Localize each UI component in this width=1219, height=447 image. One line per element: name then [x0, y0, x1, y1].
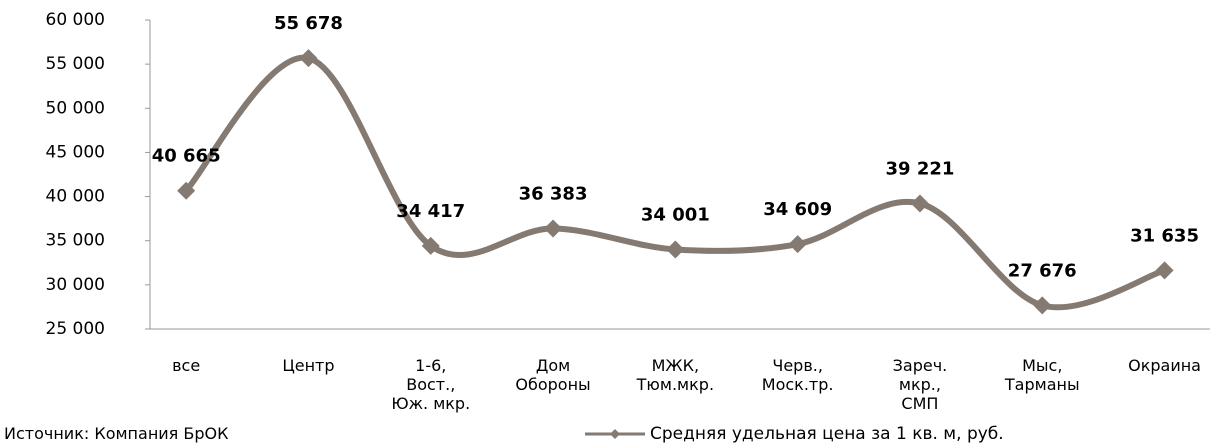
y-tick-label: 25 000 [46, 319, 105, 339]
series-line [183, 54, 1168, 311]
source: Источник: Компания БрОК [4, 424, 229, 443]
legend-label: Средняя удельная цена за 1 кв. м, руб. [650, 424, 1004, 444]
value-label: 40 665 [152, 146, 221, 167]
marker [544, 219, 563, 238]
y-tick-label: 35 000 [46, 231, 105, 251]
value-label: 34 417 [396, 201, 465, 222]
x-tick-label: Дом Обороны [515, 356, 591, 394]
marker [421, 236, 440, 255]
x-tick-label: МЖК, Тюм.мкр. [636, 356, 715, 394]
value-label: 36 383 [519, 184, 588, 205]
x-tick-label: 1-6, Вост., Юж. мкр. [391, 356, 471, 413]
value-label: 55 678 [274, 13, 343, 34]
x-tick-label: Зареч. мкр., СМП [892, 356, 948, 413]
y-tick-label: 30 000 [46, 275, 105, 295]
x-tick-label: Мыс, Тарманы [1004, 356, 1080, 394]
marker [1033, 296, 1052, 315]
marker [666, 240, 685, 259]
value-label: 31 635 [1130, 225, 1199, 246]
x-tick-label: Черв., Моск.тр. [761, 356, 834, 394]
value-label: 34 001 [641, 205, 710, 226]
x-tick-label: все [172, 356, 201, 375]
y-tick-label: 55 000 [46, 54, 105, 74]
x-tick-label: Окраина [1128, 356, 1201, 375]
marker [1155, 261, 1174, 280]
y-tick-label: 45 000 [46, 142, 105, 162]
x-tick-label: Центр [282, 356, 335, 375]
value-label: 39 221 [886, 158, 955, 179]
marker [299, 49, 318, 68]
value-label: 27 676 [1008, 260, 1077, 281]
marker [910, 194, 929, 213]
legend-marker [610, 429, 620, 439]
marker [177, 181, 196, 200]
marker [788, 235, 807, 254]
value-label: 34 609 [763, 199, 832, 220]
y-tick-label: 50 000 [46, 98, 105, 118]
y-tick-label: 40 000 [46, 187, 105, 207]
y-tick-label: 60 000 [46, 10, 105, 30]
